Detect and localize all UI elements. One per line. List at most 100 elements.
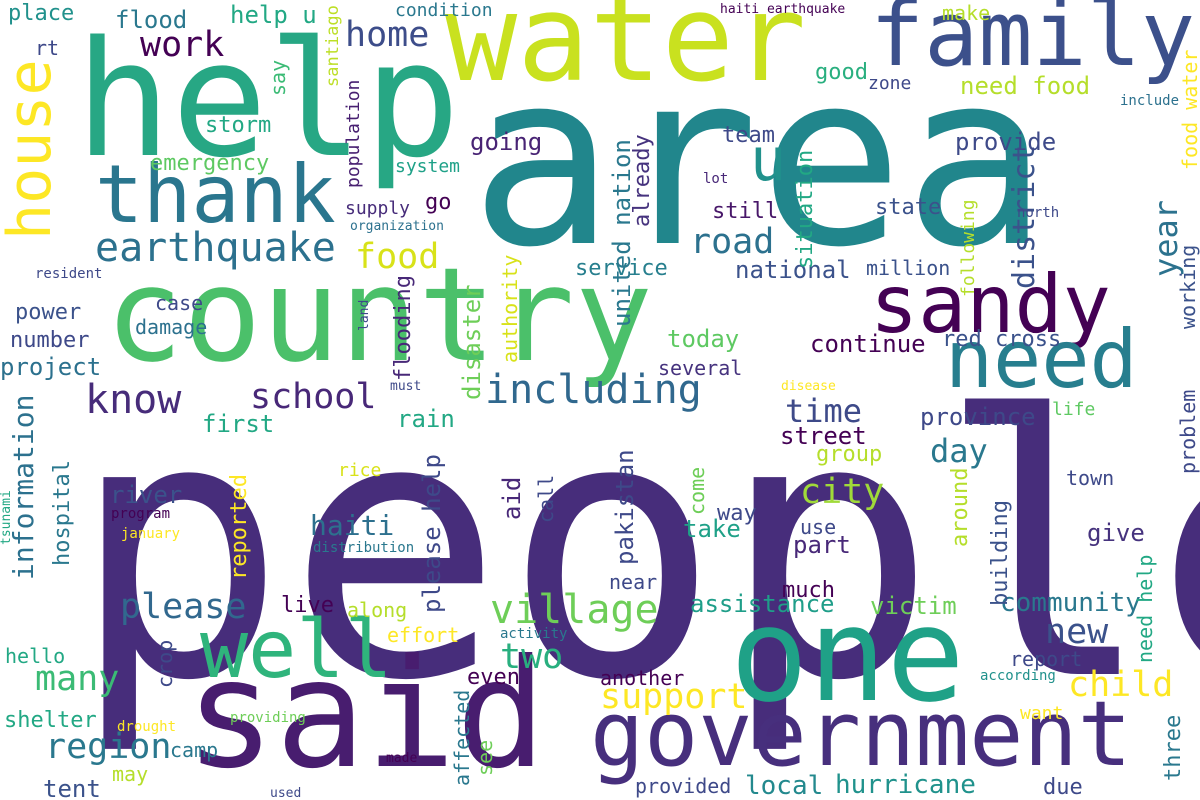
cloud-word: due (1043, 775, 1083, 800)
cloud-word: project (0, 353, 102, 381)
cloud-word: know (85, 377, 182, 423)
cloud-word: flooding (391, 274, 416, 381)
cloud-word: population (343, 79, 364, 188)
cloud-word: area (470, 20, 1048, 300)
cloud-word: along (347, 598, 408, 622)
cloud-word: new (1045, 612, 1109, 652)
cloud-word: effort (387, 623, 460, 647)
cloud-word: people (70, 340, 1200, 759)
cloud-word: say (266, 59, 290, 96)
cloud-word: road (690, 222, 775, 262)
cloud-word: land (357, 299, 372, 332)
cloud-word: january (121, 526, 181, 542)
cloud-word: food water (1178, 49, 1200, 170)
cloud-word: going (470, 128, 543, 156)
cloud-word: victim (870, 592, 957, 620)
cloud-word: water (445, 0, 807, 109)
cloud-word: around (948, 467, 973, 548)
cloud-word: authority (498, 254, 522, 363)
cloud-word: organization (350, 219, 444, 234)
cloud-word: go (425, 190, 452, 215)
cloud-word: see (473, 739, 497, 776)
cloud-word: near (609, 570, 658, 594)
cloud-word: used (270, 786, 302, 800)
cloud-word: time (785, 392, 863, 430)
cloud-word: service (575, 256, 668, 281)
cloud-word: today (667, 325, 740, 353)
cloud-word: said (185, 628, 547, 800)
cloud-word: team (722, 123, 775, 148)
cloud-word: child (1068, 665, 1174, 705)
cloud-word: many (35, 659, 120, 699)
cloud-word: situation (793, 149, 818, 269)
cloud-word: u (750, 125, 787, 195)
cloud-word: sandy (870, 258, 1111, 351)
cloud-word: report (1010, 647, 1083, 671)
cloud-word: several (658, 356, 743, 380)
cloud-word: please (120, 587, 247, 627)
cloud-word: storm (205, 113, 272, 138)
cloud-word: school (250, 377, 377, 417)
cloud-word: provided (635, 774, 732, 798)
cloud-word: haiti earthquake (720, 2, 846, 17)
cloud-word: resident (35, 266, 103, 282)
cloud-word: flood (115, 6, 188, 34)
cloud-word: national (735, 256, 851, 284)
cloud-word: one (730, 579, 965, 731)
cloud-word: provide (955, 128, 1057, 156)
cloud-word: food (355, 237, 440, 277)
cloud-word: hello (5, 644, 66, 668)
cloud-word: may (112, 762, 149, 786)
cloud-word: according (980, 668, 1056, 684)
cloud-word: lot (703, 171, 729, 187)
cloud-word: condition (395, 0, 493, 21)
cloud-word: first (202, 410, 275, 438)
cloud-word: work (140, 25, 225, 65)
cloud-word: community (1000, 588, 1141, 618)
cloud-word: well (200, 603, 393, 696)
cloud-word: region (45, 727, 172, 767)
cloud-word: north (1017, 205, 1060, 221)
cloud-word: want (1020, 703, 1064, 724)
cloud-word: day (930, 432, 988, 470)
cloud-word: include (1120, 93, 1180, 109)
cloud-word: assistance (690, 590, 835, 618)
cloud-word: state (875, 195, 942, 220)
cloud-word: good (815, 60, 868, 85)
cloud-word: following (958, 199, 979, 298)
cloud-word: crop (153, 639, 177, 688)
cloud-word: part (793, 531, 851, 559)
cloud-word: continue (810, 330, 926, 358)
cloud-word: power (15, 300, 82, 325)
cloud-word: providing (230, 710, 306, 726)
cloud-word: government (590, 682, 1132, 787)
cloud-word: reported (227, 473, 252, 580)
cloud-word: need help (1133, 554, 1157, 663)
cloud-word: damage (135, 315, 208, 339)
cloud-word: tsunami (0, 489, 14, 545)
cloud-word: pakistan (611, 449, 639, 566)
cloud-word: zone (868, 73, 912, 94)
cloud-word: way (717, 501, 757, 526)
cloud-word: problem (1176, 389, 1200, 474)
cloud-word: town (1066, 466, 1115, 490)
cloud-word: even (467, 665, 520, 690)
cloud-word: already (630, 134, 655, 228)
cloud-word: supply (345, 198, 411, 219)
cloud-word: group (816, 442, 883, 467)
cloud-word: three (1161, 714, 1186, 781)
cloud-word: another (600, 666, 685, 690)
cloud-word: much (782, 578, 835, 603)
cloud-word: activity (500, 626, 568, 642)
cloud-word: come (685, 466, 709, 515)
cloud-word: disaster (458, 284, 486, 401)
cloud-word: camp (170, 738, 219, 762)
cloud-word: case (155, 291, 204, 315)
cloud-word: home (345, 15, 430, 55)
cloud-word: please help (418, 454, 446, 614)
cloud-word: place (8, 1, 75, 26)
cloud-word: support (600, 677, 748, 717)
cloud-word: help u (230, 1, 317, 29)
cloud-word: house (0, 59, 65, 240)
